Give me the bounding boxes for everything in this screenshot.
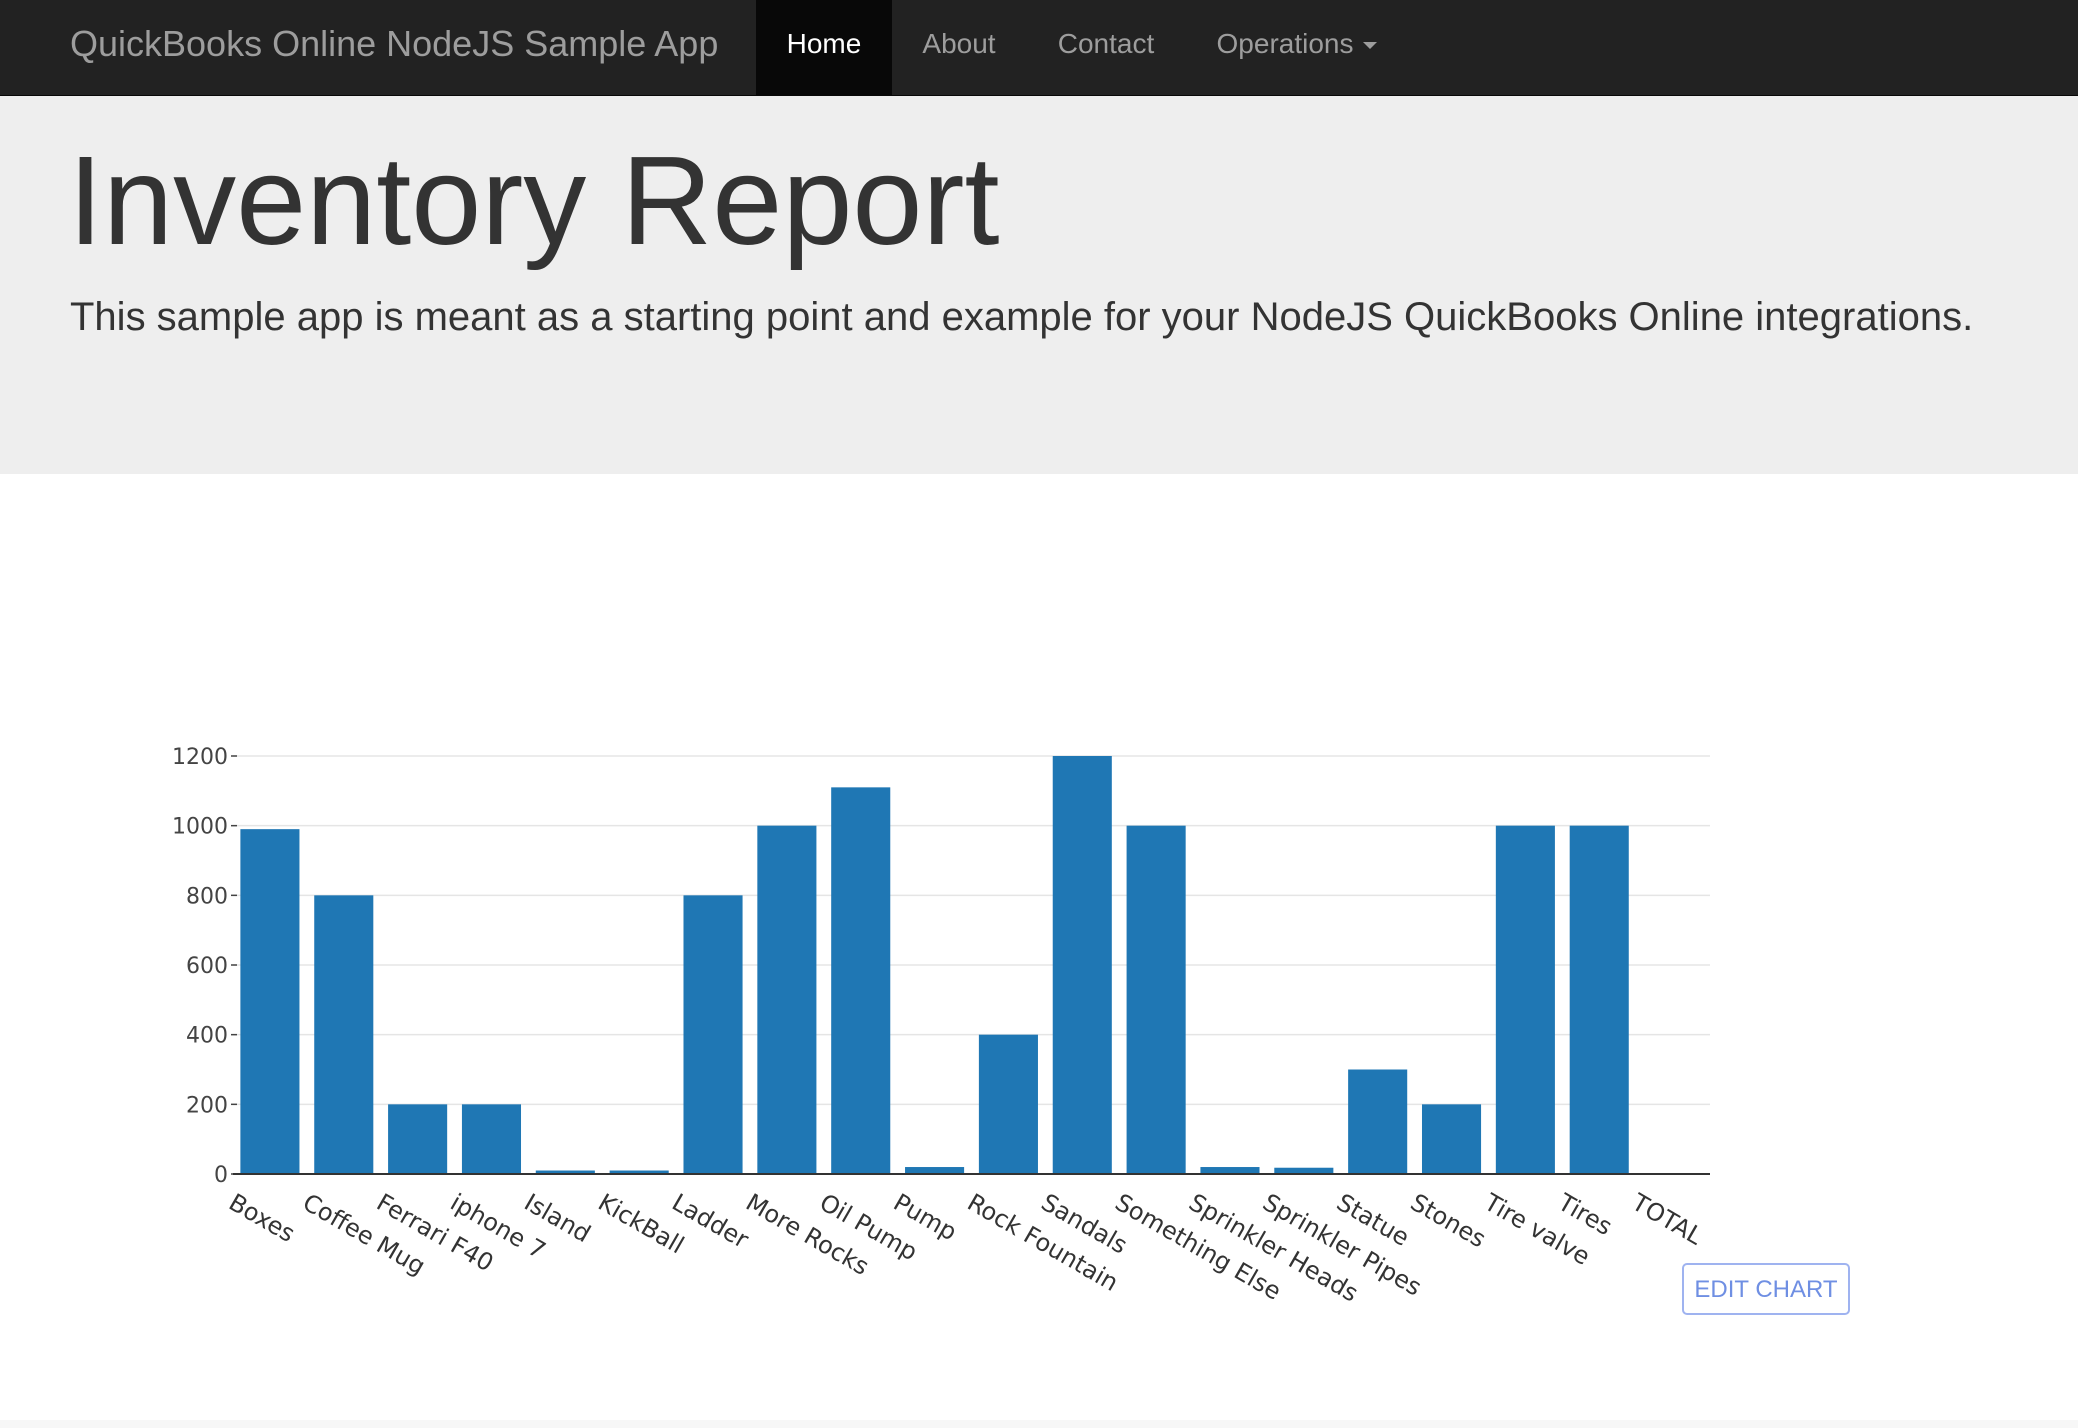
bar [609, 1170, 669, 1174]
page-lead: This sample app is meant as a starting p… [70, 295, 1974, 339]
edit-chart-button[interactable]: EDIT CHART [1682, 1263, 1850, 1315]
bar [1569, 825, 1629, 1174]
x-tick-label: TOTAL [1626, 1188, 1707, 1251]
bar [1348, 1069, 1408, 1174]
bar [978, 1034, 1038, 1174]
nav-item-contact[interactable]: Contact [1057, 28, 1155, 59]
bar [1421, 1104, 1482, 1174]
y-tick-label: 0 [214, 1163, 228, 1188]
bar [683, 895, 743, 1174]
bar [1126, 825, 1186, 1174]
bar [1200, 1167, 1260, 1174]
jumbotron: Inventory Report This sample app is mean… [0, 96, 2078, 474]
bar [905, 1167, 965, 1174]
navbar: QuickBooks Online NodeJS Sample App Home… [0, 0, 2078, 96]
x-tick-label: Boxes [224, 1188, 300, 1248]
page-footer-divider [0, 1420, 2078, 1428]
bar [535, 1170, 595, 1174]
bar [831, 787, 891, 1174]
y-tick-label: 400 [186, 1024, 228, 1049]
bar [314, 895, 374, 1174]
bar [1274, 1167, 1334, 1174]
bar [461, 1104, 522, 1174]
nav-item-operations-label: Operations [1216, 28, 1354, 59]
caret-down-icon [1363, 42, 1378, 50]
bar [757, 825, 817, 1174]
y-tick-label: 600 [186, 954, 228, 979]
nav-item-about[interactable]: About [922, 28, 996, 59]
navbar-brand[interactable]: QuickBooks Online NodeJS Sample App [70, 23, 719, 64]
nav-item-operations[interactable]: Operations [1186, 0, 1408, 95]
page-title: Inventory Report [68, 130, 1000, 271]
nav-item-home[interactable]: Home [756, 0, 892, 95]
y-tick-label: 200 [186, 1093, 228, 1118]
bar [388, 1104, 448, 1174]
chart-container: 0 200 400 600 800 1000 1200 Boxes Coffee Mug Ferr… [0, 474, 2078, 1428]
y-tick-label: 800 [186, 884, 228, 909]
y-tick-label: 1000 [172, 815, 228, 840]
x-tick-label: Stones [1406, 1188, 1491, 1253]
y-tick-label: 1200 [172, 745, 228, 770]
bar [240, 829, 300, 1174]
bar [1495, 825, 1555, 1174]
bar [1052, 756, 1112, 1174]
